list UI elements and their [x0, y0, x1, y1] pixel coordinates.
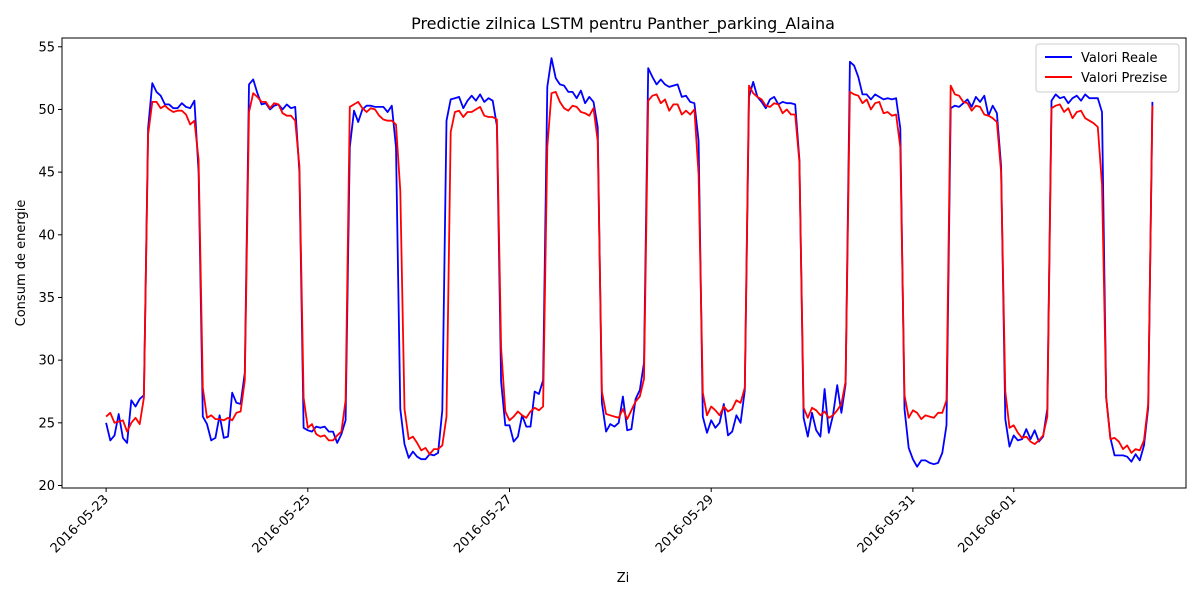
y-axis: 20 25 30 35 40 45 50 55 — [38, 40, 62, 494]
y-tick-label: 55 — [38, 40, 55, 55]
y-tick-label: 25 — [38, 416, 55, 431]
y-tick-label: 40 — [38, 228, 55, 243]
legend: Valori Reale Valori Prezise — [1035, 43, 1180, 93]
series-line-1 — [105, 84, 1154, 456]
y-tick-label: 50 — [38, 103, 55, 118]
y-tick-label: 30 — [38, 354, 55, 369]
y-axis-label: Consum de energie — [14, 200, 29, 327]
y-tick-label: 35 — [38, 291, 55, 306]
legend-label-valori-prezise: Valori Prezise — [1081, 71, 1167, 86]
y-tick-label: 45 — [38, 166, 55, 181]
plot-frame — [61, 37, 1187, 489]
plot-area — [105, 57, 1154, 468]
legend-label-valori-reale: Valori Reale — [1081, 51, 1158, 66]
y-tick-label: 20 — [38, 479, 55, 494]
chart-title: Predictie zilnica LSTM pentru Panther_pa… — [411, 14, 835, 34]
x-axis-label: Zi — [617, 571, 630, 586]
